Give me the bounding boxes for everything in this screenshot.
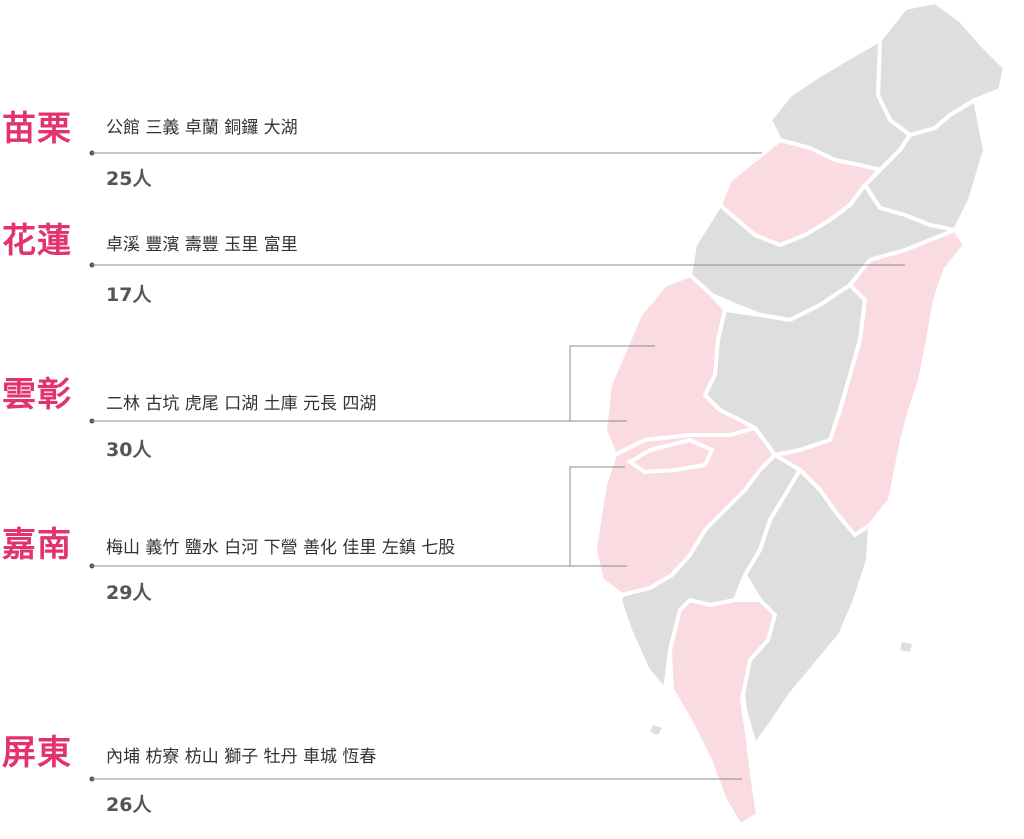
region-taipei	[876, 0, 1007, 137]
town-list: 二林 古坑 虎尾 口湖 土庫 元長 四湖	[106, 394, 377, 414]
town-list: 公館 三義 卓蘭 銅鑼 大湖	[106, 118, 298, 138]
people-count: 17人	[106, 284, 152, 306]
town-list: 卓溪 豐濱 壽豐 玉里 富里	[106, 235, 298, 255]
people-count: 29人	[106, 582, 152, 604]
leader-bracket	[569, 466, 625, 566]
county-label: 嘉南	[2, 525, 72, 565]
islet-orchid	[900, 642, 912, 652]
people-count: 25人	[106, 168, 152, 190]
county-label: 苗栗	[2, 109, 72, 149]
people-count: 30人	[106, 439, 152, 461]
islet-green	[650, 725, 662, 735]
town-list: 梅山 義竹 鹽水 白河 下營 善化 佳里 左鎮 七股	[106, 538, 456, 558]
region-taitung	[738, 468, 872, 747]
region-pingtung	[668, 598, 777, 827]
town-list: 內埔 枋寮 枋山 獅子 牡丹 車城 恆春	[106, 747, 377, 767]
people-count: 26人	[106, 794, 152, 816]
county-label: 屏東	[2, 733, 72, 773]
county-label: 雲彰	[2, 375, 72, 415]
county-label: 花蓮	[2, 221, 72, 261]
leader-bracket	[569, 345, 655, 421]
